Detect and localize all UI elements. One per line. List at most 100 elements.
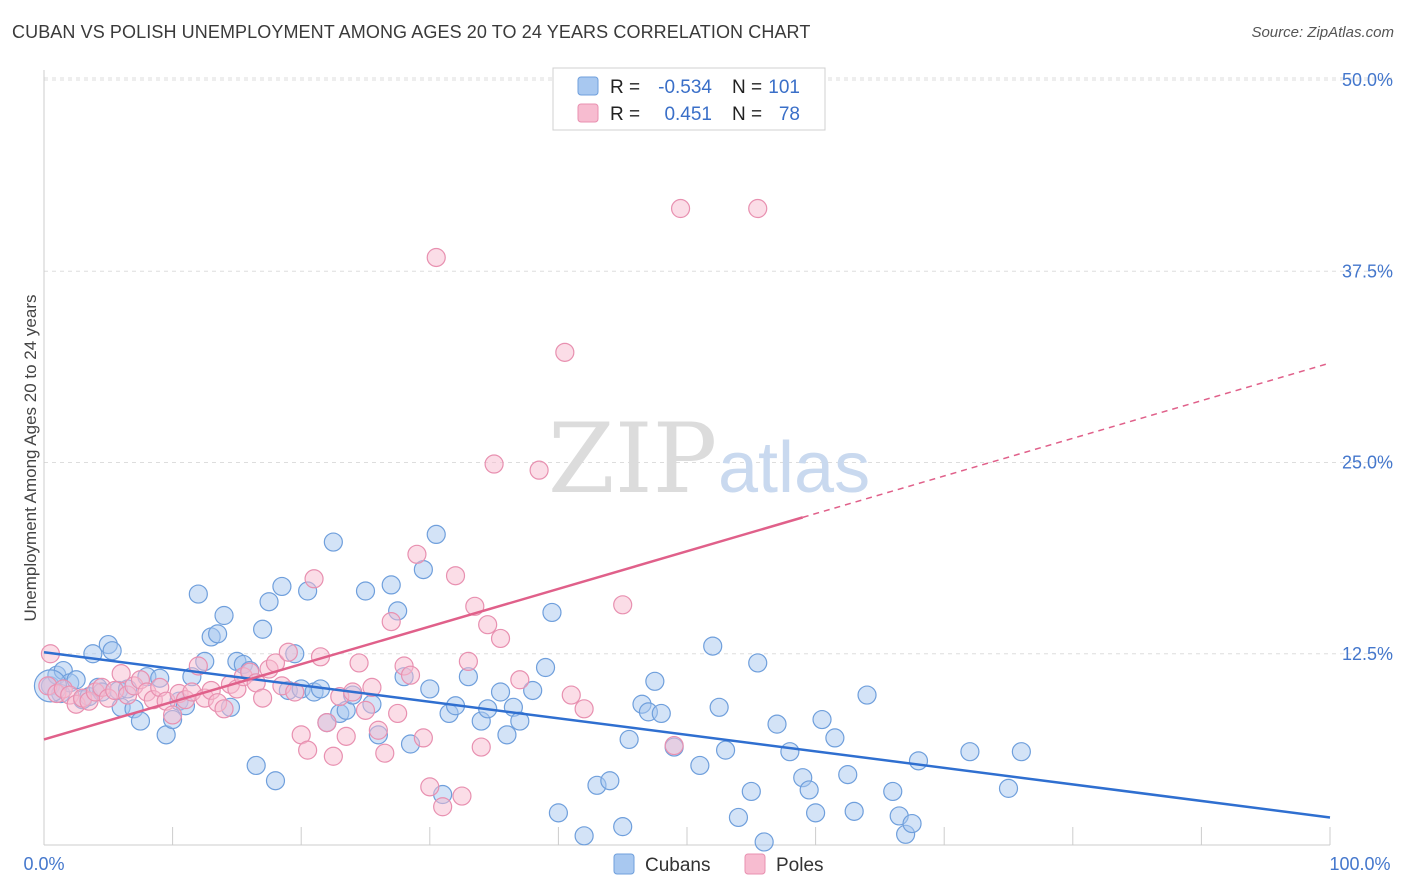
cubans-point: [355, 581, 376, 601]
poles-point: [368, 720, 388, 740]
y-tick-label: 25.0%: [1342, 453, 1393, 473]
cubans-point: [1011, 742, 1031, 762]
poles-point: [336, 726, 356, 746]
poles-point: [278, 642, 298, 662]
poles-point: [317, 712, 337, 733]
y-axis-label: Unemployment Among Ages 20 to 24 years: [21, 295, 40, 622]
cubans-point: [908, 751, 929, 771]
poles-point: [407, 544, 427, 564]
legend-swatch-cubans: [577, 76, 599, 96]
grid-layer: [44, 77, 1392, 655]
cubans-point: [420, 679, 440, 699]
cubans-point: [960, 742, 980, 762]
poles-point: [111, 664, 131, 684]
cubans-point: [812, 709, 832, 730]
poles-point: [478, 615, 498, 635]
poles-point: [298, 740, 318, 760]
cubans-point: [102, 641, 122, 661]
cubans-point: [490, 682, 511, 702]
cubans-point: [523, 680, 543, 701]
cubans-point: [188, 584, 208, 604]
bottom-legend-label-poles: Poles: [776, 855, 824, 876]
poles-point: [214, 699, 234, 719]
watermark: ZIP atlas: [548, 403, 870, 515]
y-tick-labels: 12.5% 25.0% 37.5% 50.0%: [1342, 70, 1393, 664]
poles-point: [529, 460, 549, 480]
y-tick-label: 12.5%: [1342, 644, 1393, 664]
y-tick-label: 50.0%: [1342, 70, 1393, 90]
cubans-point: [754, 832, 774, 852]
cubans-point: [902, 813, 922, 834]
cubans-point: [825, 728, 845, 748]
cubans-point: [715, 740, 736, 760]
cubans-point: [728, 807, 749, 828]
cubans-point: [259, 592, 279, 612]
poles-point: [452, 786, 472, 806]
cubans-point: [265, 771, 286, 791]
poles-point: [458, 651, 478, 672]
trend-lines: [43, 362, 1331, 819]
cubans-point: [741, 781, 761, 802]
poles-point: [163, 705, 183, 725]
bottom-legend-label-cubans: Cubans: [645, 855, 711, 876]
cubans-point: [799, 780, 819, 800]
legend-n-label-poles: N =: [732, 104, 762, 125]
cubans-trend-line: [43, 650, 1331, 819]
poles-point: [285, 682, 305, 702]
cubans-point: [838, 765, 858, 785]
legend-r-value-poles: 0.451: [664, 104, 712, 125]
cubans-point: [208, 624, 228, 644]
cubans-point: [651, 703, 671, 724]
cubans-point: [619, 729, 639, 750]
cubans-point: [613, 817, 633, 837]
cubans-point: [998, 778, 1019, 798]
bottom-legend-swatch-cubans: [613, 853, 635, 875]
y-tick-label: 37.5%: [1342, 261, 1393, 281]
cubans-point: [323, 532, 343, 552]
cubans-point: [844, 801, 864, 821]
chart-title: CUBAN VS POLISH UNEMPLOYMENT AMONG AGES …: [12, 22, 811, 42]
cubans-point: [497, 725, 517, 745]
poles-points: [38, 198, 768, 817]
cubans-point: [780, 742, 800, 762]
poles-trend-line: [43, 516, 804, 741]
series-legend: Cubans Poles: [613, 853, 824, 876]
poles-point: [381, 612, 401, 632]
cubans-point: [535, 657, 556, 678]
legend-r-label-cubans: R =: [610, 77, 640, 98]
cubans-point: [130, 711, 151, 731]
poles-point: [670, 198, 691, 219]
legend-n-value-cubans: 101: [768, 77, 800, 98]
cubans-point: [748, 653, 768, 673]
cubans-point: [214, 605, 234, 626]
poles-point: [349, 653, 369, 673]
cubans-point: [246, 755, 266, 776]
correlation-legend: R = -0.534 N = 101 R = 0.451 N = 78: [552, 67, 826, 131]
poles-point: [484, 454, 504, 474]
legend-n-value-poles: 78: [779, 104, 800, 125]
x-tick-label-max: 100.0%: [1329, 854, 1390, 874]
cubans-point: [703, 636, 723, 656]
poles-point: [388, 703, 408, 724]
legend-r-label-poles: R =: [610, 104, 640, 125]
cubans-point: [542, 602, 562, 623]
poles-point: [362, 677, 382, 698]
poles-point: [555, 342, 575, 362]
poles-point: [400, 665, 421, 685]
x-tick-marks: [172, 827, 1331, 845]
poles-point: [561, 685, 581, 705]
poles-point: [748, 198, 768, 219]
cubans-point: [709, 697, 729, 717]
poles-point: [471, 737, 491, 757]
poles-point: [253, 688, 273, 708]
x-tick-label-min: 0.0%: [23, 854, 64, 874]
poles-point: [433, 797, 453, 817]
poles-point: [375, 743, 395, 763]
cubans-point: [548, 803, 569, 823]
cubans-point: [574, 826, 594, 846]
legend-n-label-cubans: N =: [732, 77, 762, 98]
cubans-point: [805, 803, 826, 823]
poles-point: [510, 670, 530, 690]
chart-source: Source: ZipAtlas.com: [1251, 24, 1394, 41]
